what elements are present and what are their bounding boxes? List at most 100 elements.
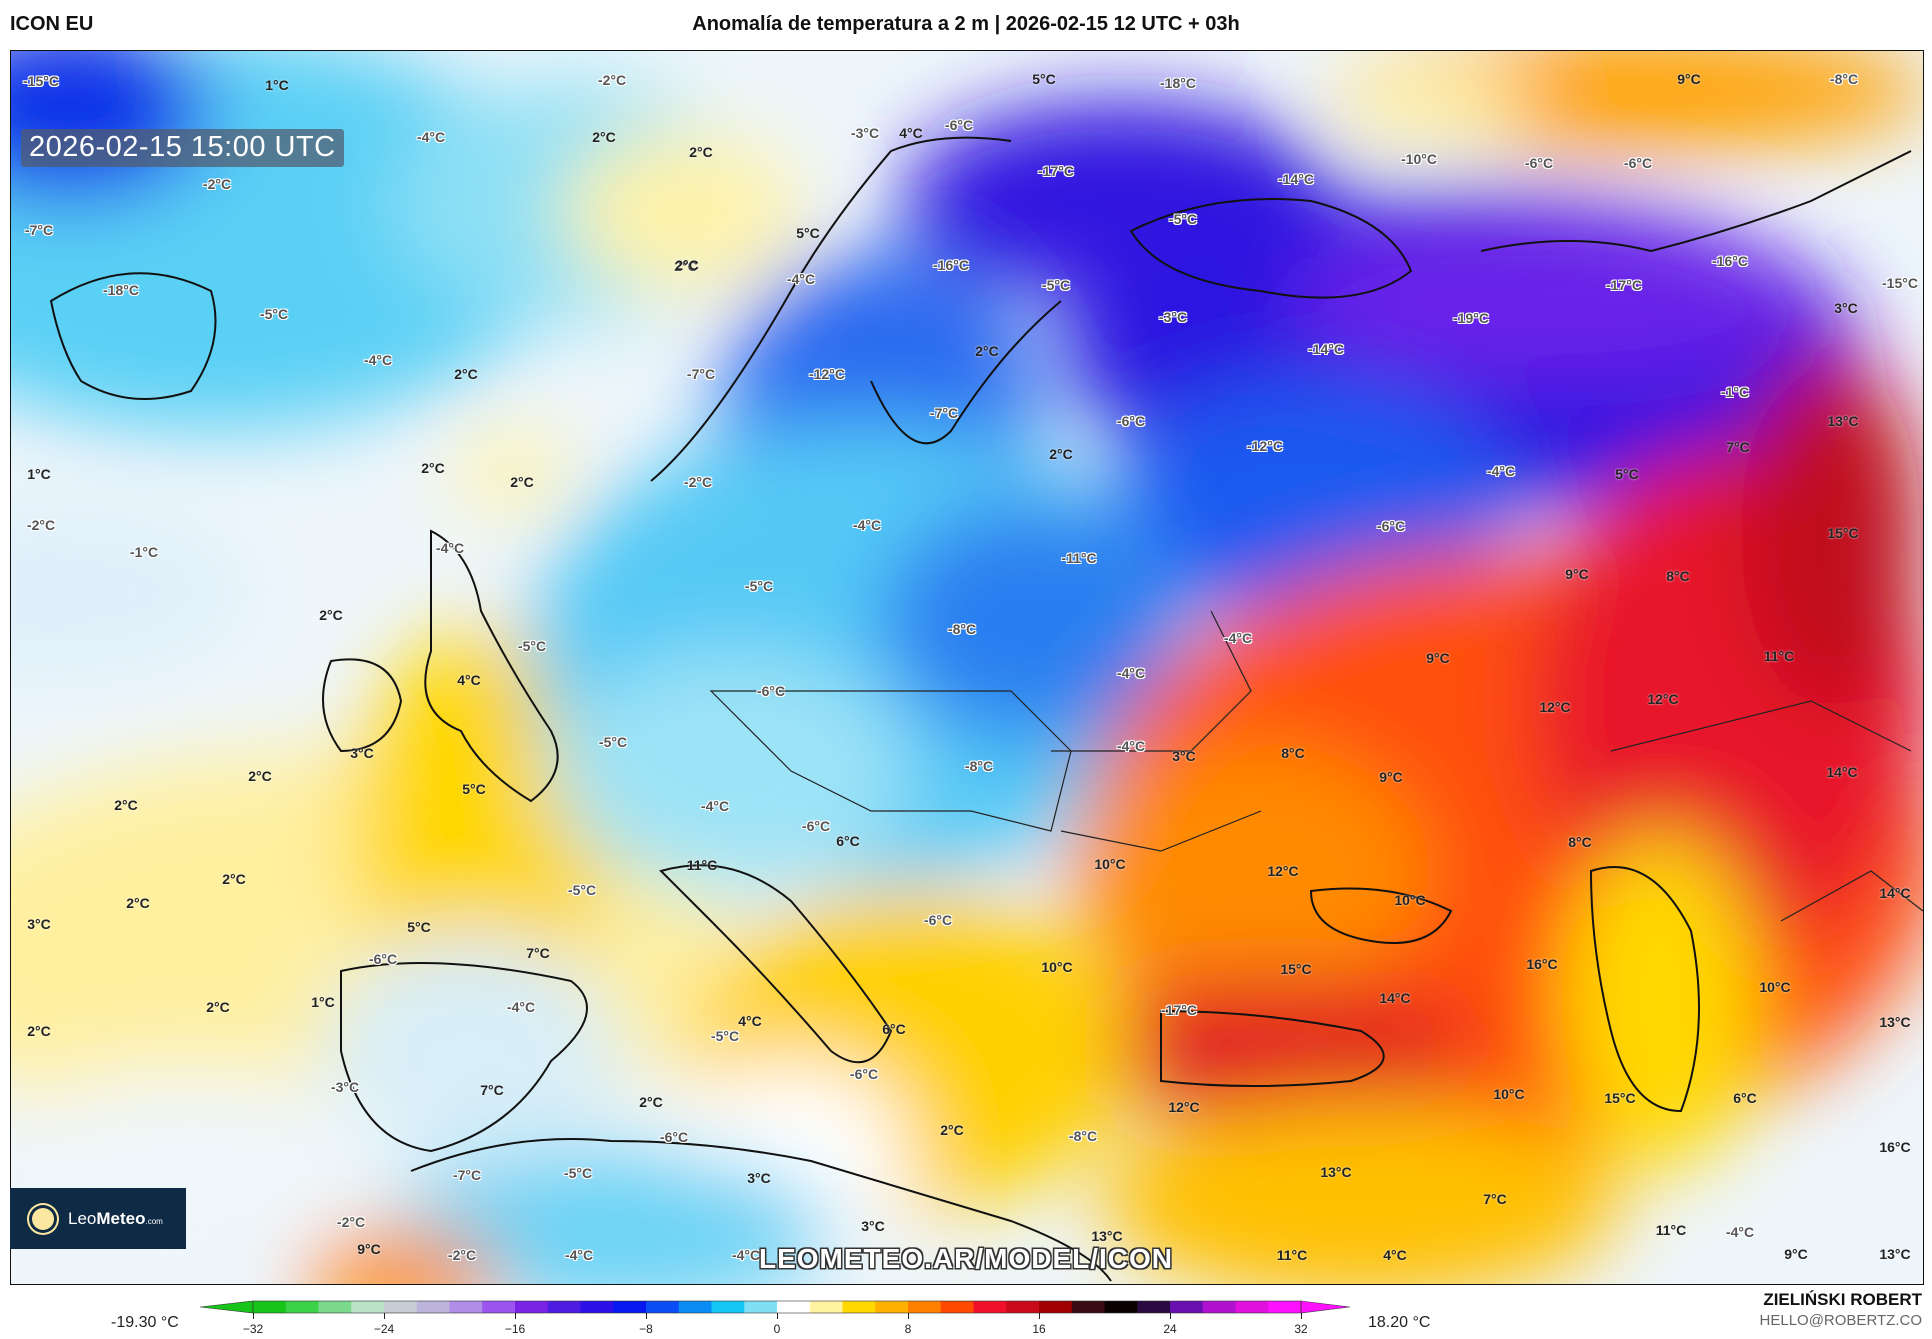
temperature-label: 13°C: [1879, 1246, 1911, 1262]
temperature-label: -18°C: [1160, 75, 1196, 91]
temperature-label: 8°C: [1281, 745, 1305, 761]
temperature-label: -10°C: [1401, 151, 1437, 167]
temperature-label: 2°C: [421, 460, 445, 476]
temperature-label: -4°C: [700, 798, 730, 814]
model-name: ICON EU: [10, 13, 94, 35]
temperature-label: -17°C: [1606, 277, 1642, 293]
leometeo-logo[interactable]: LeoMeteo.com: [10, 1188, 186, 1249]
temperature-label: -4°C: [363, 352, 393, 368]
temperature-label: 12°C: [1267, 863, 1299, 879]
temperature-label: -8°C: [1829, 71, 1859, 87]
temperature-label: -1°C: [1720, 384, 1750, 400]
temperature-label: 12°C: [1647, 691, 1679, 707]
colorbar-tick-label: −24: [373, 1322, 395, 1336]
temperature-label: -4°C: [435, 540, 465, 556]
temperature-label: -11°C: [1061, 550, 1097, 566]
colorbar-tick: [1301, 1313, 1302, 1319]
temperature-label: 3°C: [861, 1218, 885, 1234]
temperature-label: 3°C: [1834, 300, 1858, 316]
temperature-label: 2°C: [592, 129, 616, 145]
colorbar-tick: [253, 1313, 254, 1319]
temperature-label: 6°C: [1733, 1090, 1757, 1106]
temperature-label: 4°C: [899, 125, 923, 141]
author-name: ZIELIŃSKI ROBERT: [1763, 1290, 1922, 1309]
author-email[interactable]: HELLO@ROBERTZ.CO: [1759, 1312, 1922, 1329]
colorbar-tick: [908, 1313, 909, 1319]
temperature-label: 11°C: [686, 857, 718, 873]
colorbar-tick-label: 0: [773, 1322, 781, 1336]
temperature-label: 2°C: [27, 1023, 51, 1039]
temperature-label: 8°C: [1568, 834, 1592, 850]
temperature-label: 11°C: [1276, 1247, 1308, 1263]
temperature-label: -15°C: [1882, 275, 1918, 291]
temperature-label: -6°C: [944, 117, 974, 133]
temperature-label: -5°C: [563, 1165, 593, 1181]
temperature-label: -6°C: [849, 1066, 879, 1082]
temperature-label: 4°C: [738, 1013, 762, 1029]
chart-title: Anomalía de temperatura a 2 m | 2026-02-…: [692, 13, 1240, 35]
temperature-label: -3°C: [1158, 309, 1188, 325]
temperature-label: 13°C: [1879, 1014, 1911, 1030]
logo-text: LeoMeteo.com: [68, 1208, 163, 1228]
temperature-label: 13°C: [1320, 1164, 1352, 1180]
colorbar-tick-label: −16: [504, 1322, 526, 1336]
temperature-label: -8°C: [1068, 1128, 1098, 1144]
field-max-value: 18.20 °C: [1368, 1314, 1431, 1331]
temperature-label: 2°C: [510, 474, 534, 490]
temperature-label: -5°C: [517, 638, 547, 654]
temperature-label: 4°C: [1383, 1247, 1407, 1263]
temperature-label: 11°C: [1763, 648, 1795, 664]
author-credit: ZIELIŃSKI ROBERT HELLO@ROBERTZ.CO: [1760, 1290, 1922, 1329]
temperature-label: -3°C: [850, 125, 880, 141]
temperature-label: -2°C: [26, 517, 56, 533]
colorbar-tick-label: −32: [242, 1322, 264, 1336]
temperature-label: 10°C: [1094, 856, 1126, 872]
temperature-label: 9°C: [1784, 1246, 1808, 1262]
temperature-label: -4°C: [1116, 738, 1146, 754]
watermark-url: LEOMETEO.AR/MODEL/ICON: [759, 1243, 1173, 1274]
temperature-label: -4°C: [506, 999, 536, 1015]
temperature-label: -4°C: [786, 271, 816, 287]
temperature-label: 2°C: [248, 768, 272, 784]
temperature-label: -5°C: [710, 1028, 740, 1044]
temperature-label: -7°C: [686, 366, 716, 382]
temperature-label: 16°C: [1879, 1139, 1911, 1155]
temperature-label: -4°C: [1486, 463, 1516, 479]
temperature-label: 2°C: [689, 144, 713, 160]
temperature-label: -7°C: [929, 405, 959, 421]
temperature-label: 10°C: [1759, 979, 1791, 995]
temperature-label: 2°C: [674, 258, 698, 274]
temperature-label: 10°C: [1394, 892, 1426, 908]
temperature-anomaly-map[interactable]: 2026-02-15 15:00 UTC -15°C 1°C -2°C -4°C 2°C…: [10, 50, 1924, 1285]
temperature-label: -6°C: [1116, 413, 1146, 429]
colorbar-tick-label: 8: [904, 1322, 912, 1336]
temperature-label: 3°C: [350, 745, 374, 761]
temperature-label: 2°C: [639, 1094, 663, 1110]
temperature-label: -18°C: [103, 282, 139, 298]
temperature-label: -4°C: [1725, 1224, 1755, 1240]
temperature-label: 2°C: [319, 607, 343, 623]
temperature-label: 15°C: [1604, 1090, 1636, 1106]
temperature-label: -6°C: [659, 1129, 689, 1145]
temperature-label: -6°C: [801, 818, 831, 834]
temperature-label: 12°C: [1539, 699, 1571, 715]
valid-time-badge: 2026-02-15 15:00 UTC: [21, 129, 344, 167]
temperature-label: -2°C: [202, 176, 232, 192]
temperature-label: -10°C: [1401, 151, 1437, 167]
temperature-label: 2°C: [675, 257, 699, 273]
temperature-label: 6°C: [882, 1021, 906, 1037]
temperature-label: 7°C: [480, 1082, 504, 1098]
temperature-label: -14°C: [1278, 171, 1314, 187]
temperature-label: -4°C: [1116, 665, 1146, 681]
temperature-label: -4°C: [416, 129, 446, 145]
temperature-label: -16°C: [933, 257, 969, 273]
temperature-label: -14°C: [1308, 341, 1344, 357]
temperature-label: -8°C: [964, 758, 994, 774]
temperature-label: 6°C: [836, 833, 860, 849]
temperature-label: -6°C: [923, 912, 953, 928]
temperature-label: -12°C: [1247, 438, 1283, 454]
colorbar-tick-label: 16: [1032, 1322, 1046, 1336]
temperature-label: -16°C: [1712, 253, 1748, 269]
temperature-label: -3°C: [330, 1079, 360, 1095]
temperature-label: 8°C: [1666, 568, 1690, 584]
